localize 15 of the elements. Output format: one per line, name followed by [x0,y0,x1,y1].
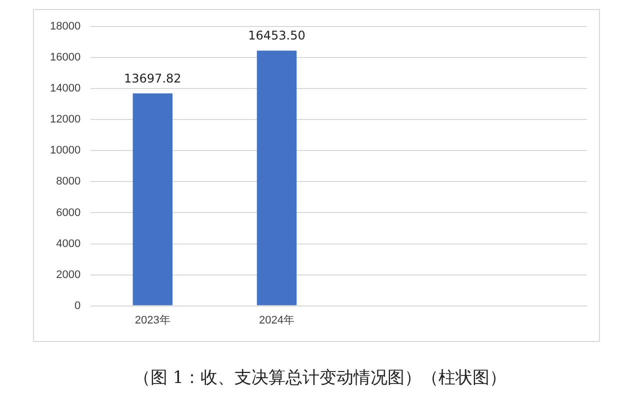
data-label: 13697.82 [124,71,182,86]
x-tick-label: 2023年 [134,314,170,326]
y-tick-label: 0 [74,300,81,312]
y-tick-label: 14000 [50,82,81,95]
y-tick-label: 4000 [56,238,81,250]
y-tick-label: 18000 [50,20,81,33]
text: （图 1：收、支决算总计变动情况图）（柱状图） [132,367,508,389]
y-tick-label: 16000 [50,52,81,64]
y-tick-label: 8000 [56,176,81,188]
y-tick-label: 10000 [50,144,81,157]
y-tick-label: 6000 [56,206,81,219]
y-tick-label: 2000 [56,268,81,281]
x-tick-label: 2024年 [259,314,294,326]
data-label: 16453.50 [248,28,306,43]
y-tick-label: 12000 [50,114,81,126]
